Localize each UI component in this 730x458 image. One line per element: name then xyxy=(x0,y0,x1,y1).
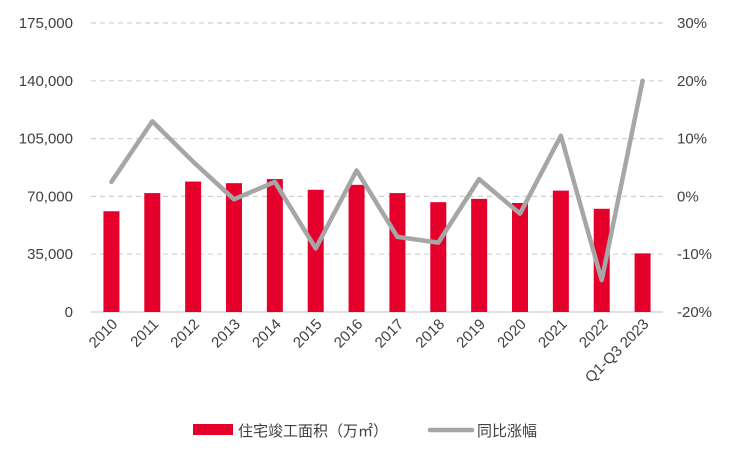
x-tick-label: 2019 xyxy=(453,316,489,352)
bar xyxy=(512,203,528,312)
x-tick-label: 2017 xyxy=(372,316,408,352)
x-tick-label: 2012 xyxy=(167,316,203,352)
x-tick-label: 2018 xyxy=(412,316,448,352)
bar xyxy=(430,202,447,312)
y-right-tick-label: -10% xyxy=(677,246,712,263)
x-tick-label: 2016 xyxy=(331,316,367,352)
bar xyxy=(389,193,406,312)
x-tick-label: 2011 xyxy=(127,316,162,351)
y-right-tick-label: 30% xyxy=(677,15,707,32)
legend-label-bar: 住宅竣工面积（万㎡） xyxy=(238,422,388,440)
x-tick-label: 2021 xyxy=(535,316,571,352)
x-axis: 2010 2011 2012 2013 2014 2015 2016 2017 2018 2019… xyxy=(86,316,653,386)
legend: 住宅竣工面积（万㎡） 同比涨幅 xyxy=(193,422,537,440)
x-tick-label: 2013 xyxy=(208,316,244,352)
legend-label-line: 同比涨幅 xyxy=(477,422,537,440)
bar xyxy=(471,198,488,312)
line-series xyxy=(109,78,645,283)
x-tick-label: 2015 xyxy=(290,316,326,352)
y-left-tick-label: 140,000 xyxy=(19,73,73,90)
y-left-tick-label: 0 xyxy=(65,304,73,321)
y-axis-right: -20% -10% 0% 10% 20% 30% xyxy=(677,15,712,321)
bar xyxy=(144,193,161,312)
y-left-tick-label: 70,000 xyxy=(27,188,73,205)
bar-series xyxy=(103,179,651,312)
y-left-tick-label: 35,000 xyxy=(27,246,73,263)
x-tick-label: 2010 xyxy=(86,316,122,352)
x-tick-label: 2022 xyxy=(576,316,612,352)
bar xyxy=(348,184,365,312)
bar xyxy=(593,208,610,312)
y-right-tick-label: 20% xyxy=(677,73,707,90)
series-line xyxy=(109,78,645,283)
y-left-tick-label: 175,000 xyxy=(19,15,73,32)
bar xyxy=(307,189,324,312)
y-axis-left: 0 35,000 70,000 105,000 140,000 175,000 xyxy=(19,15,73,321)
y-right-tick-label: 0% xyxy=(677,188,699,205)
grid-lines xyxy=(91,22,663,313)
bar xyxy=(185,181,202,312)
legend-swatch-bar xyxy=(193,424,233,435)
y-left-tick-label: 105,000 xyxy=(19,131,73,148)
bar xyxy=(634,253,651,312)
x-tick-label: 2014 xyxy=(249,316,285,352)
bar xyxy=(226,183,242,312)
bar xyxy=(266,179,283,312)
bar xyxy=(103,211,120,312)
y-right-tick-label: 10% xyxy=(677,131,707,148)
y-right-tick-label: -20% xyxy=(677,304,712,321)
bar xyxy=(552,190,569,312)
x-tick-label: 2020 xyxy=(494,316,530,352)
